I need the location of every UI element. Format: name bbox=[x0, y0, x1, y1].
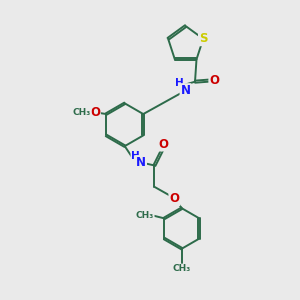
Text: S: S bbox=[199, 32, 207, 45]
Text: CH₃: CH₃ bbox=[136, 211, 154, 220]
Text: N: N bbox=[181, 84, 190, 97]
Text: O: O bbox=[209, 74, 219, 87]
Text: O: O bbox=[90, 106, 100, 119]
Text: O: O bbox=[169, 192, 179, 205]
Text: CH₃: CH₃ bbox=[173, 264, 191, 273]
Text: CH₃: CH₃ bbox=[73, 108, 91, 117]
Text: O: O bbox=[158, 138, 168, 151]
Text: N: N bbox=[136, 156, 146, 169]
Text: H: H bbox=[175, 79, 183, 88]
Text: H: H bbox=[131, 151, 140, 161]
